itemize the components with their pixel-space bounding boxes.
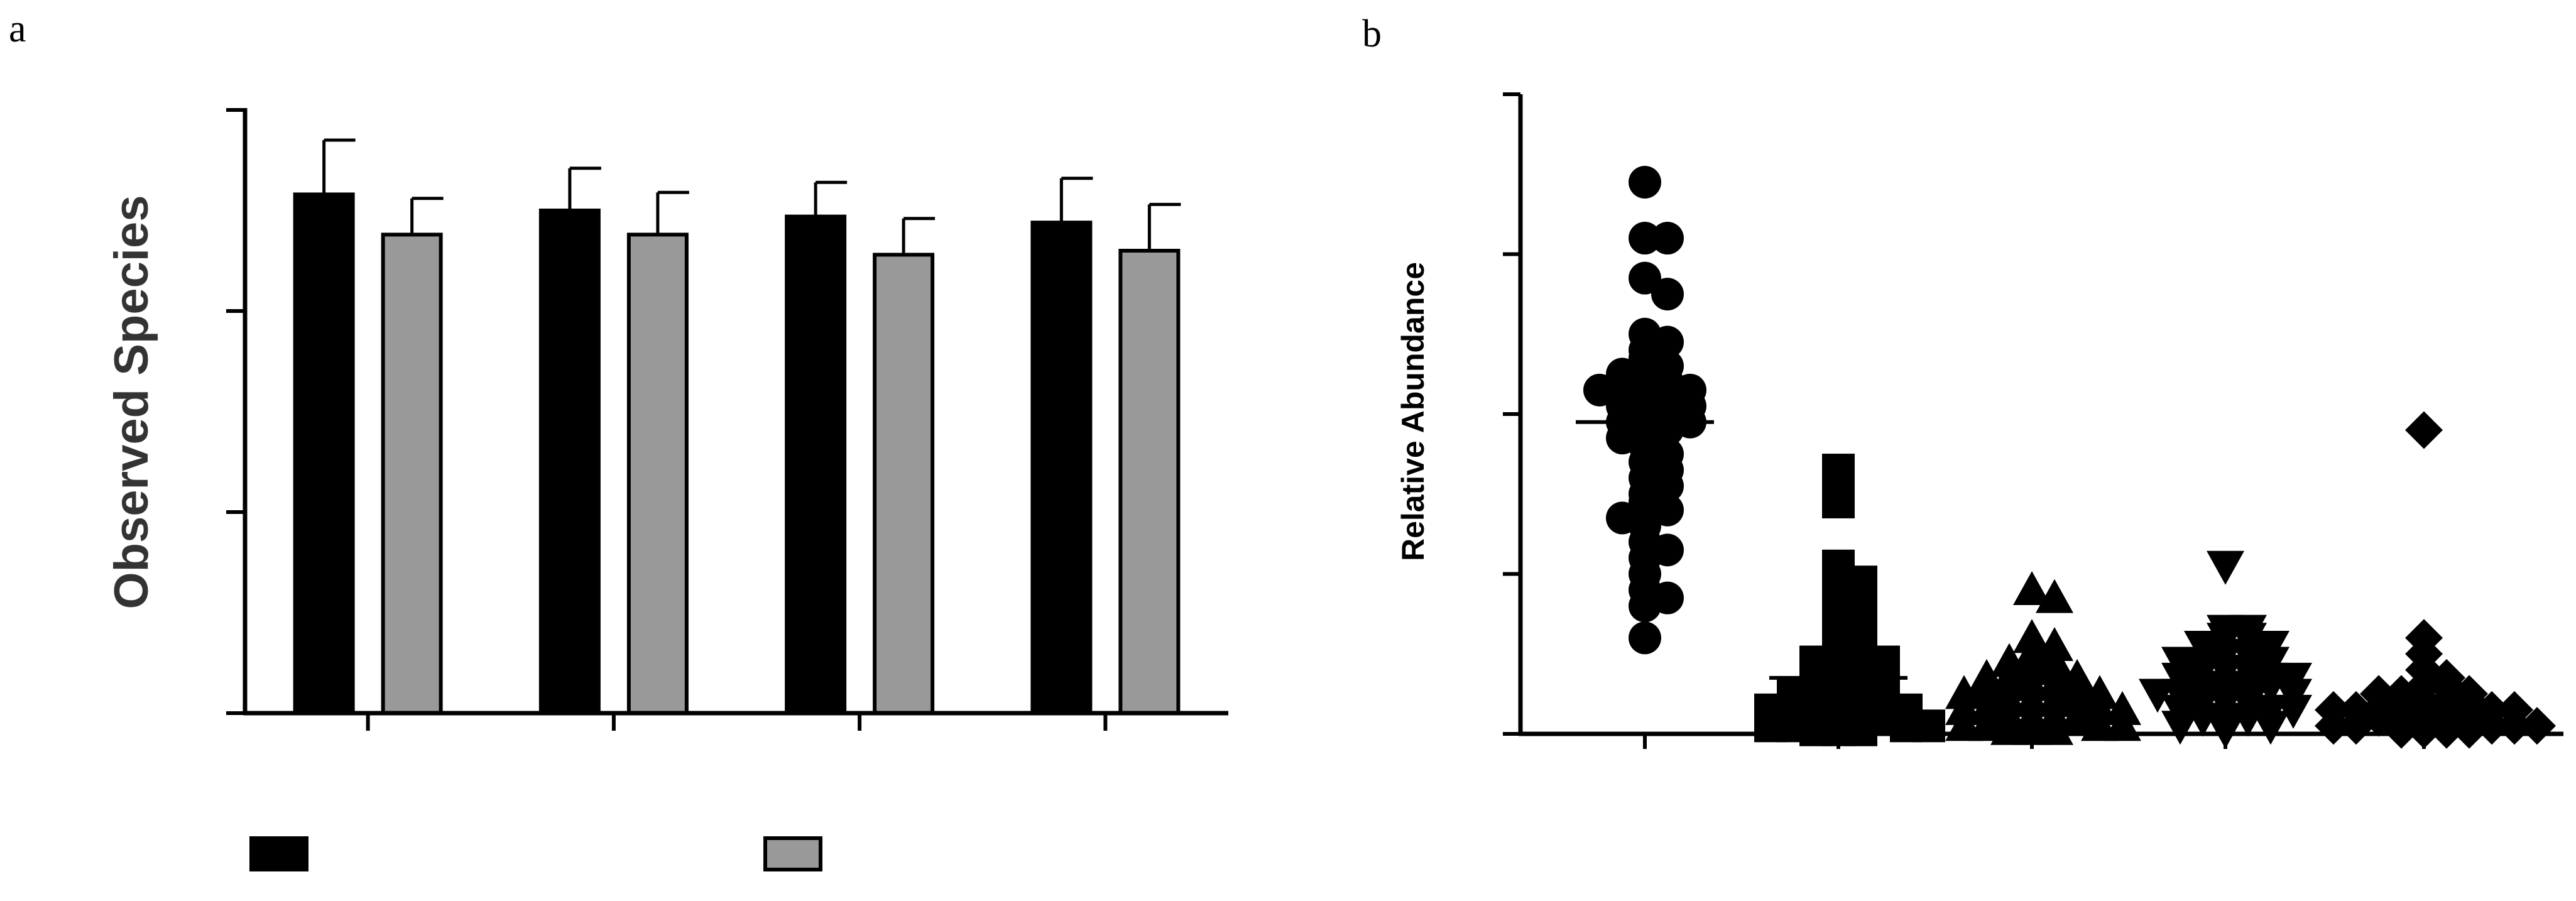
legend-swatch [763,836,822,871]
bar [1030,221,1093,715]
legend-swatch [249,836,308,871]
x-axis [243,711,1228,731]
data-point [1651,278,1684,311]
data-point [2382,711,2420,749]
bar [1118,249,1181,715]
bar [626,232,689,715]
data-point [1799,713,1832,746]
data-point [2405,711,2443,749]
data-point [1629,165,1661,199]
panel-b-scatter-plot: b Relative Abundance [1362,13,2563,749]
data-point [1913,709,1945,743]
legend [249,836,822,871]
data-point [1629,621,1661,655]
panel-a-label: a [9,8,26,50]
y-axis [226,108,248,715]
data-point [2036,579,2073,613]
panel-a-bar-chart: a Observed Species [9,8,1228,871]
bar [381,232,443,715]
data-point [2207,550,2244,585]
data-points [1583,165,2556,749]
data-point [2252,711,2289,745]
data-point [1651,493,1684,527]
x-axis [1519,731,2563,749]
y-axis-title: Observed Species [105,195,158,609]
data-point [2036,711,2073,745]
bar [293,192,355,715]
bar [785,214,847,716]
y-axis [1503,92,1523,736]
data-point [2058,699,2096,733]
data-point [2013,571,2051,605]
data-point [2450,711,2488,749]
data-point [1822,485,1855,518]
data-point [2405,411,2443,449]
data-point [1822,454,1855,487]
bar [538,209,601,715]
data-point [2274,694,2312,729]
data-point [1629,589,1661,623]
data-point [1651,222,1684,255]
data-point [1629,222,1661,255]
data-point [2161,711,2199,745]
mean-lines [1576,420,2493,712]
data-point [1754,709,1787,743]
bars [293,138,1181,716]
data-point [1583,373,1616,407]
y-axis-title: Relative Abundance [1395,262,1431,561]
bar [873,253,935,715]
data-point [1629,261,1661,295]
data-point [1990,711,2028,745]
data-point [1845,713,1877,746]
panel-b-label: b [1362,13,1382,55]
data-point [2428,711,2465,749]
